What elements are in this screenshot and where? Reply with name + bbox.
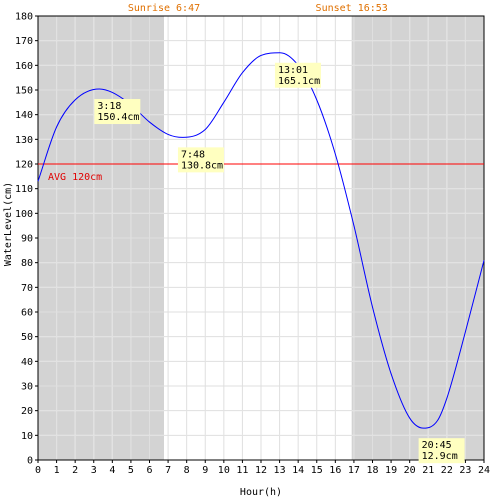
y-tick-label: 180	[15, 12, 33, 23]
x-tick-label: 21	[422, 465, 434, 476]
x-tick-label: 6	[146, 465, 152, 476]
y-tick-label: 140	[15, 110, 33, 121]
x-tick-label: 8	[184, 465, 190, 476]
x-tick-label: 9	[202, 465, 208, 476]
x-tick-label: 4	[109, 465, 115, 476]
x-tick-label: 5	[128, 465, 134, 476]
grid-lines	[37, 15, 485, 461]
y-tick-label: 70	[21, 283, 33, 294]
annotation-box	[177, 147, 224, 173]
avg-label: AVG 120cm	[48, 172, 102, 183]
series-line	[37, 52, 485, 429]
annotation-box	[418, 438, 465, 464]
annotation-time: 13:01	[278, 65, 308, 76]
y-tick-label: 30	[21, 382, 33, 393]
x-tick-label: 19	[385, 465, 397, 476]
axis-ticks: 0 1 2 3 4 5 6 7 8 9 10 11 12 13 14 15 16 17 18 19 20 21 22 23 24…	[15, 12, 490, 477]
annotation-level: 130.8cm	[181, 160, 223, 171]
annotation-box	[274, 62, 321, 88]
y-axis-label: WaterLevel(cm)	[3, 182, 14, 266]
y-tick-label: 80	[21, 258, 33, 269]
x-tick-label: 13	[274, 465, 286, 476]
x-tick-label: 0	[35, 465, 41, 476]
series-line-path	[37, 52, 485, 429]
sunset-label: Sunset 16:53	[316, 3, 388, 14]
x-tick-label: 7	[165, 465, 171, 476]
annotation-level: 150.4cm	[97, 112, 139, 123]
x-tick-label: 23	[459, 465, 471, 476]
y-tick-label: 120	[15, 160, 33, 171]
y-tick-label: 100	[15, 209, 33, 220]
x-tick-label: 16	[329, 465, 341, 476]
annotation-time: 3:18	[97, 101, 121, 112]
x-tick-label: 11	[236, 465, 248, 476]
y-tick-label: 110	[15, 184, 33, 195]
y-tick-label: 150	[15, 86, 33, 97]
annotation-time: 7:48	[181, 149, 205, 160]
x-tick-label: 14	[292, 465, 304, 476]
x-tick-label: 12	[255, 465, 267, 476]
annotation-box	[94, 99, 141, 125]
y-tick-label: 50	[21, 332, 33, 343]
y-tick-label: 10	[21, 431, 33, 442]
x-tick-label: 24	[478, 465, 490, 476]
x-tick-label: 3	[91, 465, 97, 476]
y-tick-label: 0	[27, 456, 33, 467]
sunrise-label: Sunrise 6:47	[128, 3, 200, 14]
x-tick-label: 1	[54, 465, 60, 476]
y-tick-label: 20	[21, 406, 33, 417]
x-tick-label: 22	[441, 465, 453, 476]
annotation-level: 165.1cm	[278, 76, 320, 87]
x-tick-label: 18	[366, 465, 378, 476]
x-tick-label: 15	[311, 465, 323, 476]
x-tick-label: 17	[348, 465, 360, 476]
y-tick-label: 60	[21, 308, 33, 319]
x-tick-label: 2	[72, 465, 78, 476]
y-tick-label: 130	[15, 135, 33, 146]
annotation-time: 20:45	[422, 440, 452, 451]
x-tick-label: 20	[404, 465, 416, 476]
average-line: AVG 120cm	[38, 163, 484, 183]
y-tick-label: 90	[21, 234, 33, 245]
annotation-level: 12.9cm	[422, 451, 458, 462]
y-tick-label: 40	[21, 357, 33, 368]
y-tick-label: 170	[15, 36, 33, 47]
x-tick-label: 10	[218, 465, 230, 476]
x-axis-label: Hour(h)	[240, 487, 282, 498]
y-tick-label: 160	[15, 61, 33, 72]
extrema-annotations: 3:18150.4cm7:48130.8cm13:01165.1cm20:451…	[94, 62, 465, 464]
